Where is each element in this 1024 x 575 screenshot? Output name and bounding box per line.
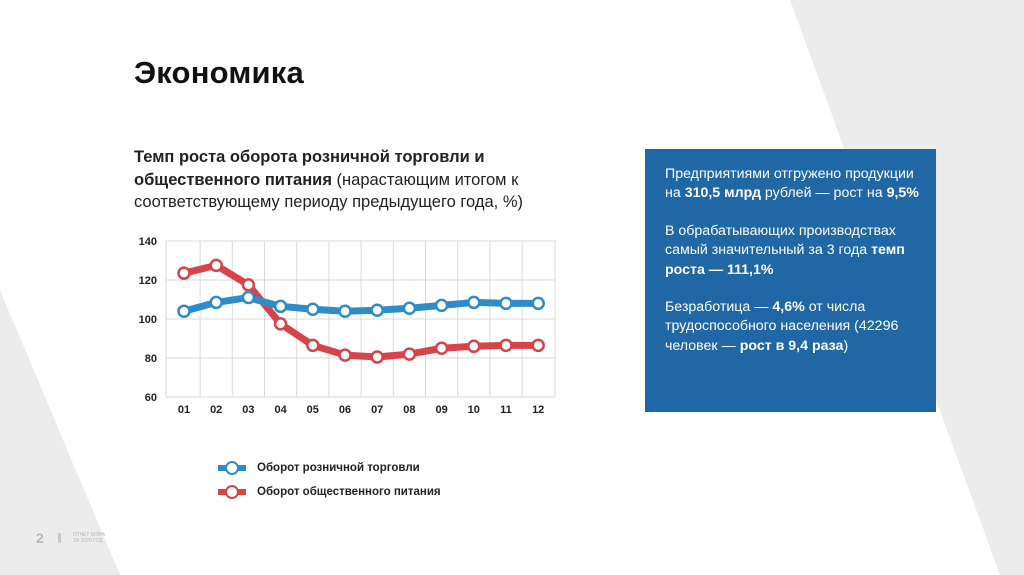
legend-label-catering: Оборот общественного питания — [257, 486, 441, 498]
data-point-retail — [402, 301, 417, 316]
info-highlight: темп роста — 111,1% — [665, 242, 905, 278]
legend-swatch-catering — [218, 483, 246, 501]
info-box: Предприятиями отгружено продукции на 310… — [645, 149, 936, 412]
info-paragraph-manufacturing: В обрабатывающих производствах самый зна… — [665, 222, 922, 280]
data-point-catering — [531, 338, 545, 353]
info-text: В обрабатывающих производствах самый зна… — [665, 222, 896, 259]
footer-note-line: ЗА 2020 ГОД — [72, 538, 103, 544]
info-highlight: 9,5% — [886, 185, 919, 202]
data-point-catering — [338, 348, 352, 362]
footer-divider — [57, 533, 61, 543]
data-point-retail — [241, 290, 256, 305]
info-highlight: 310,5 млрд — [684, 185, 761, 202]
y-tick-label: 60 — [145, 392, 157, 404]
chart-heading-bold: Темп роста оборота розничной торговли и … — [134, 148, 485, 189]
info-text: Безработица — — [665, 299, 769, 316]
data-point-retail — [273, 299, 288, 314]
background-shape-left — [0, 290, 120, 575]
data-point-retail — [531, 296, 545, 311]
x-tick-label: 02 — [210, 404, 222, 416]
x-tick-label: 01 — [178, 404, 190, 416]
data-point-retail — [370, 303, 384, 317]
y-tick-label: 80 — [145, 353, 157, 365]
footer-note: ОТЧЕТ МЭРА ЗА 2020 ГОД — [73, 532, 123, 544]
data-point-retail — [306, 302, 320, 316]
info-highlight: 4,6% — [772, 299, 805, 316]
data-point-catering — [209, 258, 223, 273]
legend-item-catering: Оборот общественного питания — [218, 480, 441, 504]
data-point-catering — [499, 338, 513, 353]
info-text: рублей — рост на — [764, 185, 883, 202]
legend-marker-catering — [225, 485, 239, 499]
chart-heading: Темп роста оборота розничной торговли и … — [134, 146, 614, 214]
legend-label-retail: Оборот розничной торговли — [257, 462, 420, 474]
x-tick-label: 11 — [500, 404, 512, 416]
chart-legend: Оборот розничной торговли Оборот обществ… — [218, 456, 441, 504]
info-paragraph-unemployment: Безработица — 4,6% от числа трудоспособн… — [665, 298, 922, 356]
legend-item-retail: Оборот розничной торговли — [218, 456, 441, 480]
info-paragraph-shipment: Предприятиями отгружено продукции на 310… — [665, 165, 922, 204]
data-point-catering — [402, 347, 417, 361]
x-tick-label: 03 — [242, 404, 254, 416]
footer-note-line: ОТЧЕТ МЭРА — [72, 532, 105, 538]
x-tick-label: 05 — [307, 404, 319, 416]
page-title: Экономика — [134, 55, 304, 90]
data-point-catering — [306, 338, 320, 353]
footer: 2 ОТЧЕТ МЭРА ЗА 2020 ГОД — [36, 530, 123, 546]
data-point-catering — [177, 266, 191, 280]
info-text: ) — [843, 337, 849, 354]
y-tick-label: 120 — [139, 275, 157, 287]
data-point-catering — [273, 317, 288, 331]
data-point-retail — [209, 295, 223, 310]
data-point-catering — [241, 278, 256, 292]
data-point-catering — [467, 339, 481, 354]
page-number: 2 — [36, 530, 44, 546]
x-tick-label: 08 — [403, 404, 415, 416]
x-tick-label: 09 — [435, 404, 447, 416]
x-tick-label: 07 — [371, 404, 383, 416]
data-point-retail — [499, 296, 513, 311]
data-point-retail — [467, 295, 481, 310]
x-tick-label: 10 — [468, 404, 480, 416]
x-tick-label: 04 — [274, 404, 287, 416]
data-point-retail — [338, 304, 352, 318]
x-tick-label: 12 — [532, 404, 544, 416]
info-highlight: рост в 9,4 раза — [739, 337, 844, 354]
info-text: от числа трудоспособного населения (4229… — [665, 299, 899, 354]
y-tick-label: 100 — [139, 314, 157, 326]
info-text: Предприятиями отгружено продукции на — [665, 166, 914, 202]
chart-heading-normal: (нарастающим итогом к соответствующему п… — [134, 170, 523, 212]
data-point-catering — [370, 350, 384, 364]
legend-marker-retail — [225, 461, 239, 475]
data-point-catering — [434, 341, 449, 355]
data-point-retail — [434, 298, 449, 313]
legend-swatch-retail — [218, 459, 246, 477]
data-point-retail — [177, 304, 191, 318]
y-tick-label: 140 — [139, 236, 157, 248]
x-tick-label: 06 — [339, 404, 351, 416]
